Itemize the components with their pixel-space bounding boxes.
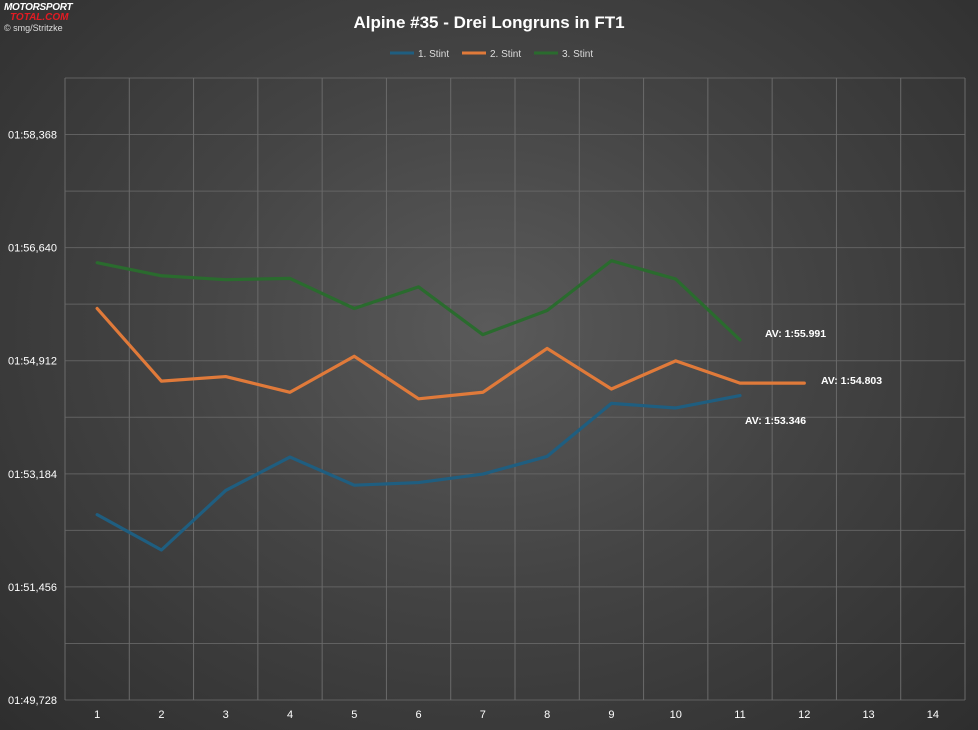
legend-label-stint3: 3. Stint [562, 49, 593, 60]
x-tick-label: 11 [734, 709, 745, 721]
photo-credit: © smg/Stritzke [4, 23, 63, 33]
series-line-stint1 [95, 393, 742, 552]
x-tick-label: 9 [608, 709, 614, 721]
logo-bottom-text: TOTAL.COM [10, 12, 69, 23]
x-tick-label: 12 [798, 709, 810, 721]
y-tick-label: 01:56,640 [8, 243, 57, 255]
x-tick-label: 13 [862, 709, 874, 721]
annotation-stint3: AV: 1:55.991 [765, 328, 826, 340]
legend-label-stint1: 1. Stint [418, 49, 449, 60]
series-line-stint2 [95, 306, 806, 401]
legend-label-stint2: 2. Stint [490, 49, 521, 60]
x-tick-label: 2 [158, 709, 164, 721]
chart-series [95, 259, 806, 552]
y-tick-label: 01:49,728 [8, 695, 57, 707]
y-tick-label: 01:53,184 [8, 469, 57, 481]
chart-legend: 1. Stint 2. Stint 3. Stint [390, 49, 593, 60]
x-tick-label: 8 [544, 709, 550, 721]
x-tick-label: 10 [670, 709, 682, 721]
x-tick-label: 7 [480, 709, 486, 721]
motorsport-total-logo: MOTORSPORT TOTAL.COM © smg/Stritzke [4, 2, 73, 33]
y-axis-ticks: 01:49,728 01:51,456 01:53,184 01:54,912 01:5… [8, 130, 57, 707]
series-line-stint3 [95, 259, 742, 342]
logo-top-text: MOTORSPORT [4, 2, 73, 13]
annotation-stint1: AV: 1:53.346 [745, 415, 806, 427]
y-tick-label: 01:54,912 [8, 356, 57, 368]
x-tick-label: 4 [287, 709, 293, 721]
x-tick-label: 3 [223, 709, 229, 721]
chart-grid [64, 77, 966, 701]
y-tick-label: 01:58,368 [8, 130, 57, 142]
x-axis-ticks: 1 2 3 4 5 6 7 8 9 10 11 12 13 14 [94, 709, 939, 721]
x-tick-label: 6 [416, 709, 422, 721]
y-tick-label: 01:51,456 [8, 582, 57, 594]
x-tick-label: 5 [351, 709, 357, 721]
chart-annotations: AV: 1:53.346 AV: 1:54.803 AV: 1:55.991 [745, 328, 882, 427]
chart-title: Alpine #35 - Drei Longruns in FT1 [353, 13, 624, 32]
x-tick-label: 1 [94, 709, 100, 721]
annotation-stint2: AV: 1:54.803 [821, 375, 882, 387]
x-tick-label: 14 [927, 709, 939, 721]
